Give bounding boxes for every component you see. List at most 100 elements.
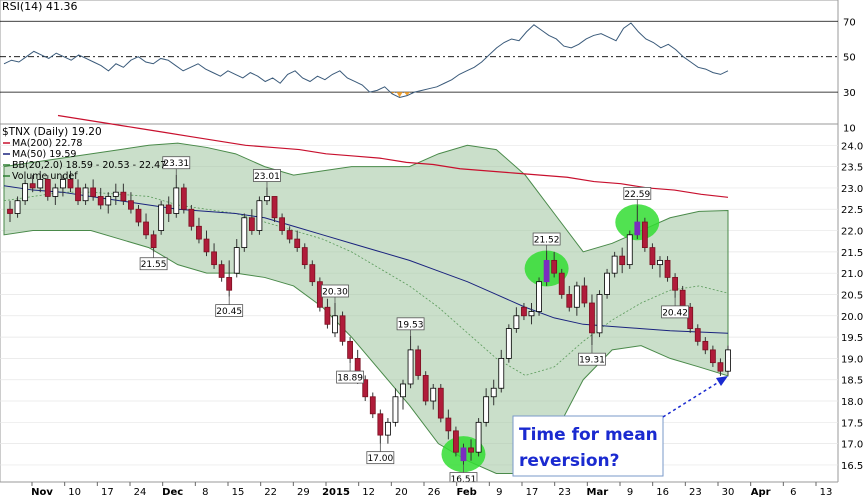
x-tick-label: 17 xyxy=(526,487,539,498)
price-label-box xyxy=(578,352,606,366)
candle-body xyxy=(400,383,406,398)
price-tick-label: 20.5 xyxy=(841,290,863,301)
price-tick-label: 23.5 xyxy=(841,163,863,174)
candle-body xyxy=(604,272,610,295)
price-label: 21.52 xyxy=(532,232,561,252)
price-tick-label: 18.0 xyxy=(841,397,863,408)
price-label-text: 18.89 xyxy=(337,374,363,384)
candle-body xyxy=(226,277,233,291)
legend-label: Volume undef xyxy=(12,171,78,182)
price-label: 18.89 xyxy=(336,363,365,384)
candle xyxy=(400,379,406,410)
candle-body xyxy=(37,179,44,189)
candle xyxy=(619,247,626,274)
candle-body xyxy=(44,179,51,197)
price-tick-label: 17.5 xyxy=(841,418,863,429)
price-label-box xyxy=(396,317,425,331)
candle-body xyxy=(339,315,346,342)
candle xyxy=(264,187,270,205)
price-label: 19.31 xyxy=(578,345,606,366)
legend-label: MA(50) 19.59 xyxy=(12,149,76,160)
candle xyxy=(573,281,580,316)
price-label-text: 22.59 xyxy=(624,190,650,200)
price-label: 20.42 xyxy=(661,297,689,318)
price-tick-label: 21.5 xyxy=(841,248,863,259)
candle xyxy=(664,256,671,282)
rsi-grid xyxy=(0,20,838,93)
candle-body xyxy=(128,200,134,210)
candle xyxy=(369,392,376,419)
x-tick-label: 30 xyxy=(722,487,735,498)
price-label-box xyxy=(623,187,652,200)
x-axis: Nov 10 17 24 Dec 8 15 22 29 2015 12 20 26 Feb 9 17 23 Mar… xyxy=(0,481,867,499)
candle-body xyxy=(196,225,202,240)
candle-body xyxy=(264,196,270,202)
candle-body xyxy=(158,204,165,231)
price-label: 23.31 xyxy=(162,156,191,175)
x-tick-label: 16 xyxy=(656,487,669,498)
candle xyxy=(7,200,13,223)
candle-body xyxy=(717,362,724,372)
candle-body xyxy=(52,187,59,197)
candle-body xyxy=(384,421,391,436)
candle-body xyxy=(513,315,520,329)
candle xyxy=(90,179,97,201)
rsi-tick-label: 70 xyxy=(843,17,856,28)
candle xyxy=(513,307,520,333)
candle xyxy=(309,260,316,286)
price-label: 20.45 xyxy=(215,296,244,317)
candle xyxy=(377,409,384,444)
candle-body xyxy=(60,179,66,189)
candle xyxy=(37,170,44,193)
price-label: 21.55 xyxy=(139,249,168,270)
candle xyxy=(105,192,112,214)
candle-body xyxy=(67,179,74,189)
price-label-text: 21.52 xyxy=(534,236,560,246)
candle xyxy=(97,187,104,210)
price-tick-label: 17.0 xyxy=(841,440,863,451)
candle-body xyxy=(332,315,338,334)
candle-body xyxy=(589,302,595,334)
candle xyxy=(521,303,527,321)
price-label: 17.00 xyxy=(366,443,395,464)
candle-body xyxy=(286,230,293,240)
candle xyxy=(233,239,240,278)
candle xyxy=(634,205,641,240)
candle xyxy=(294,230,301,252)
candle-body xyxy=(150,234,157,248)
candle xyxy=(384,418,391,444)
candle-body xyxy=(407,349,414,385)
candle-body xyxy=(369,396,376,415)
candle-body xyxy=(641,221,648,248)
candle-body xyxy=(294,238,301,248)
candle xyxy=(29,175,36,193)
candle xyxy=(558,268,565,299)
price-label-text: 17.00 xyxy=(367,454,393,464)
bollinger-band-fill xyxy=(3,142,729,474)
x-tick-label: 8 xyxy=(202,487,208,498)
candle xyxy=(498,349,505,393)
price-tick-label: 20.0 xyxy=(841,312,863,323)
price-label-text: 23.01 xyxy=(254,172,280,182)
candle xyxy=(505,324,512,363)
candle xyxy=(551,251,558,278)
x-tick-label: 10 xyxy=(68,487,81,498)
candle-body xyxy=(29,183,36,189)
price-label-box xyxy=(253,169,281,182)
candle xyxy=(468,439,474,461)
candle xyxy=(150,230,157,252)
candle-body xyxy=(279,217,285,231)
candle-body xyxy=(611,255,618,274)
candle-body xyxy=(112,191,119,197)
price-label-text: 20.42 xyxy=(662,308,688,318)
candle-body xyxy=(256,200,263,231)
candle-body xyxy=(596,294,603,334)
candle-body xyxy=(392,396,399,423)
x-tick-label: 9 xyxy=(627,487,633,498)
candle xyxy=(490,379,497,406)
candle-body xyxy=(634,221,641,236)
candle-body xyxy=(188,208,195,227)
candle xyxy=(581,277,588,308)
price-label-box xyxy=(162,156,191,170)
candle xyxy=(725,345,731,376)
